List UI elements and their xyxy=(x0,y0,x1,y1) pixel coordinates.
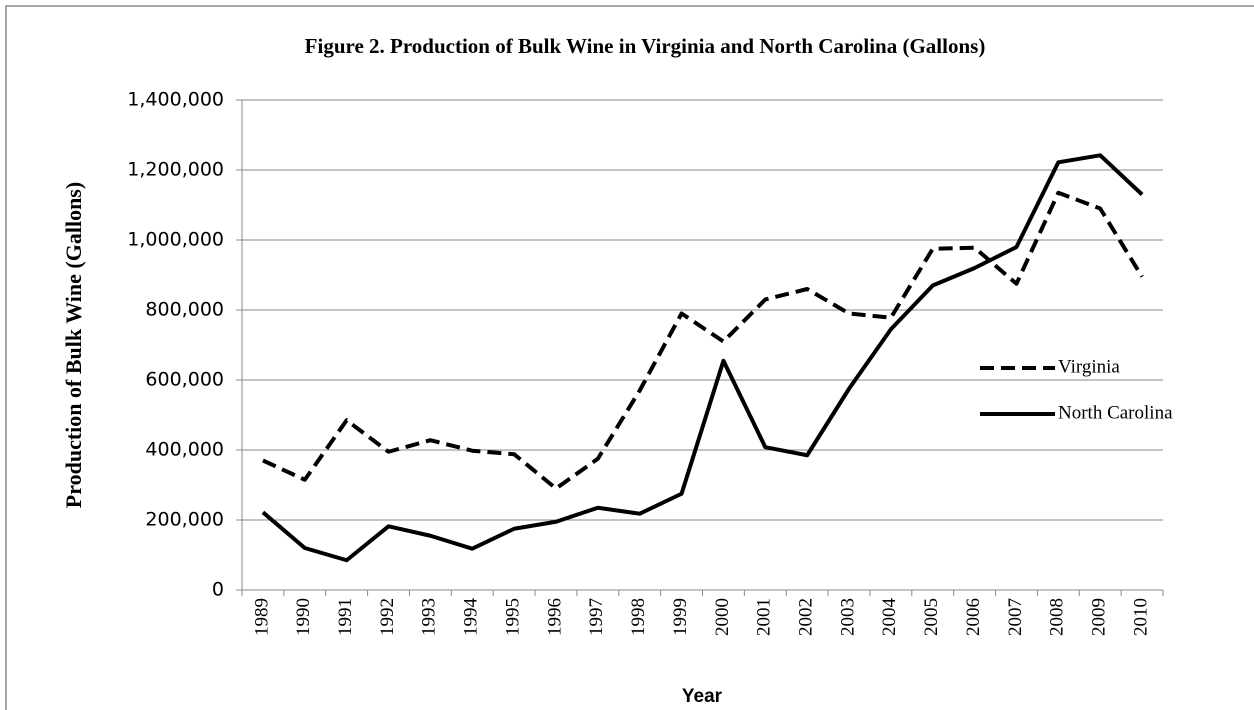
legend-label: North Carolina xyxy=(1058,402,1173,423)
x-tick-label: 2002 xyxy=(796,598,817,636)
x-tick-label: 1993 xyxy=(419,598,440,636)
x-tick-label: 2008 xyxy=(1047,598,1068,636)
y-tick-label: 600,000 xyxy=(145,369,224,391)
x-tick-label: 1998 xyxy=(628,598,649,636)
x-tick-label: 2003 xyxy=(837,598,858,636)
x-tick-label: 1990 xyxy=(293,598,314,636)
y-tick-label: 0 xyxy=(212,579,224,601)
x-tick-label: 2009 xyxy=(1089,598,1110,636)
y-tick-label: 1,000,000 xyxy=(127,229,224,251)
chart-frame xyxy=(5,5,1254,710)
x-tick-label: 1991 xyxy=(335,598,356,636)
x-tick-label: 2007 xyxy=(1005,598,1026,636)
x-tick-label: 1997 xyxy=(586,598,607,636)
x-tick-label: 2001 xyxy=(754,598,775,636)
line-series xyxy=(261,153,1144,563)
y-tick-label: 800,000 xyxy=(145,299,224,321)
x-tick-label: 2005 xyxy=(921,598,942,636)
x-tick-label: 1996 xyxy=(544,598,565,636)
x-tick-label: 1994 xyxy=(461,598,482,637)
legend-label: Virginia xyxy=(1058,356,1120,377)
line-series xyxy=(262,190,1144,491)
x-tick-label: 2000 xyxy=(712,598,733,636)
y-tick-label: 1,200,000 xyxy=(127,159,224,181)
x-axis-label: Year xyxy=(682,686,723,707)
x-tick-label: 1999 xyxy=(670,598,691,636)
x-tick-label: 1989 xyxy=(251,598,272,636)
y-tick-label: 400,000 xyxy=(145,439,224,461)
chart-title: Figure 2. Production of Bulk Wine in Vir… xyxy=(305,34,986,58)
x-tick-label: 2006 xyxy=(963,598,984,636)
x-tick-label: 1992 xyxy=(377,598,398,636)
y-tick-label: 200,000 xyxy=(145,509,224,531)
x-tick-label: 2004 xyxy=(879,598,900,637)
y-tick-label: 1,400,000 xyxy=(127,89,224,111)
y-axis-label: Production of Bulk Wine (Gallons) xyxy=(61,182,86,508)
x-tick-label: 1995 xyxy=(502,598,523,636)
x-tick-label: 2010 xyxy=(1130,598,1151,636)
